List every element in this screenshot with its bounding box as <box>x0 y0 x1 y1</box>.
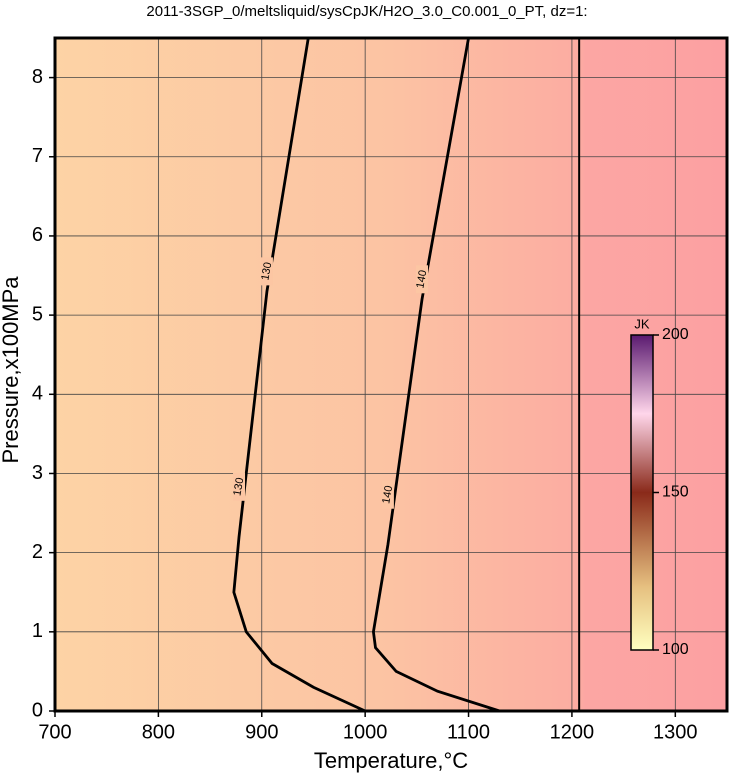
y-tick-label: 6 <box>32 224 43 246</box>
x-tick-label: 1000 <box>343 721 388 743</box>
contour-label-bg <box>381 480 394 509</box>
colorbar <box>630 334 654 651</box>
y-tick-label: 2 <box>32 541 43 563</box>
y-tick-label: 8 <box>32 66 43 88</box>
x-tick-label: 1100 <box>447 721 490 743</box>
x-tick-label: 900 <box>245 721 278 743</box>
chart-title: 2011-3SGP_0/meltsliquid/sysCpJK/H2O_3.0_… <box>146 3 587 20</box>
y-tick-label: 5 <box>32 303 43 325</box>
contour-label: 130 <box>259 261 274 281</box>
contour-label: 140 <box>414 269 429 289</box>
contour-line <box>372 37 500 713</box>
x-tick-label: 1200 <box>550 721 595 743</box>
x-tick-label: 1300 <box>653 721 698 743</box>
x-tick-label: 800 <box>142 721 175 743</box>
contour-label: 140 <box>380 485 395 505</box>
plot-background <box>55 38 727 711</box>
contour-label: 130 <box>231 477 246 497</box>
contour-label-bg <box>233 472 246 501</box>
colorbar-tick-label: 200 <box>662 326 689 343</box>
y-tick-label: 3 <box>32 462 43 484</box>
x-axis-label: Temperature,°C <box>314 748 468 773</box>
contour-label-bg <box>260 257 273 286</box>
contour-label-bg <box>416 265 429 294</box>
contour-line <box>232 37 366 713</box>
plot-frame <box>53 36 729 713</box>
y-tick-label: 1 <box>32 620 43 642</box>
x-tick-label: 700 <box>38 721 71 743</box>
grid <box>54 38 727 712</box>
contours: 130 130 140 140 <box>231 37 581 713</box>
y-tick-label: 0 <box>32 699 43 721</box>
y-axis-label: Pressure,x100MPa <box>0 276 23 464</box>
colorbar-label: JK <box>634 316 650 331</box>
colorbar-tick-label: 150 <box>662 484 689 501</box>
colorbar-tick-label: 100 <box>662 641 689 658</box>
y-tick-label: 4 <box>32 383 43 405</box>
y-tick-label: 7 <box>32 145 43 167</box>
